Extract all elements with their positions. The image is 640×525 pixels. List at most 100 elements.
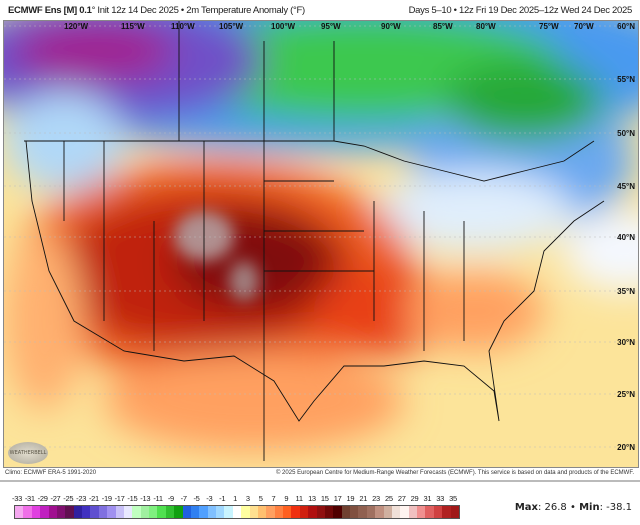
- colorbar-swatch: [249, 506, 258, 518]
- colorbar-tick-label: 31: [423, 494, 432, 503]
- colorbar-swatch: [216, 506, 225, 518]
- separator: •: [180, 5, 184, 16]
- colorbar-swatch: [149, 506, 158, 518]
- colorbar-swatch: [82, 506, 91, 518]
- map-title: ECMWF Ens [M] 0.1° Init 12z 14 Dec 2025 …: [8, 5, 305, 16]
- colorbar-swatch: [140, 506, 149, 518]
- climo-note: Climo: ECMWF ERA-5 1991-2020: [5, 470, 97, 476]
- colorbar-swatch: [266, 506, 275, 518]
- colorbar-swatch: [324, 506, 334, 518]
- longitude-label: 120°W: [64, 22, 89, 31]
- longitude-label: 100°W: [271, 22, 296, 31]
- longitude-label: 95°W: [321, 22, 341, 31]
- colorbar-tick-label: 9: [284, 494, 289, 503]
- colorbar-swatch: [375, 506, 384, 518]
- weatherbell-logo: WEATHERBELL: [8, 442, 48, 464]
- colorbar-swatch: [274, 506, 283, 518]
- colorbar-swatch: [48, 506, 57, 518]
- latitude-label: 60°N: [617, 22, 635, 31]
- colorbar-swatch: [165, 506, 175, 518]
- longitude-label: 105°W: [219, 22, 244, 31]
- longitude-label: 115°W: [121, 22, 145, 31]
- colorbar-swatch: [40, 506, 49, 518]
- colorbar-tick-label: 33: [436, 494, 445, 503]
- model-name: ECMWF Ens [M] 0.1: [8, 5, 92, 16]
- product-name: 2m Temperature Anomaly (°F): [186, 5, 305, 16]
- colorbar: [14, 505, 460, 519]
- colorbar-tick-label: -29: [37, 494, 48, 503]
- colorbar-swatch: [366, 506, 376, 518]
- min-value: : -38.1: [599, 502, 632, 513]
- colorbar-tick-label: -27: [50, 494, 61, 503]
- colorbar-swatch: [350, 506, 359, 518]
- colorbar-tick-label: 13: [308, 494, 316, 503]
- colorbar-swatch: [174, 506, 183, 518]
- colorbar-swatch: [115, 506, 124, 518]
- divider: [0, 480, 640, 482]
- colorbar-swatch: [283, 506, 292, 518]
- colorbar-tick-label: 19: [346, 494, 355, 503]
- colorbar-tick-label: 21: [359, 494, 368, 503]
- colorbar-swatch: [316, 506, 325, 518]
- colorbar-tick-label: -25: [63, 494, 74, 503]
- colorbar-tick-label: 35: [449, 494, 457, 503]
- colorbar-tick-label: -13: [140, 494, 151, 503]
- longitude-label: 70°W: [574, 22, 594, 31]
- latitude-label: 45°N: [617, 182, 635, 191]
- colorbar-swatch: [123, 506, 133, 518]
- colorbar-swatch: [23, 506, 32, 518]
- latitude-label: 50°N: [617, 129, 635, 138]
- copyright-note: © 2025 European Centre for Medium-Range …: [275, 470, 634, 476]
- colorbar-swatch: [408, 506, 417, 518]
- colorbar-swatch: [358, 506, 367, 518]
- colorbar-tick-label: -15: [127, 494, 138, 503]
- colorbar-tick-label: 27: [397, 494, 406, 503]
- colorbar-swatch: [433, 506, 443, 518]
- longitude-label: 90°W: [381, 22, 401, 31]
- colorbar-tick-label: -11: [153, 494, 163, 503]
- max-value: : 26.8: [537, 502, 567, 513]
- colorbar-swatch: [199, 506, 208, 518]
- colorbar-swatch: [341, 506, 350, 518]
- max-min-readout: Max: 26.8 • Min: -38.1: [514, 502, 632, 513]
- colorbar-tick-label: -33: [12, 494, 22, 503]
- colorbar-swatch: [383, 506, 392, 518]
- valid-period: Days 5–10 • 12z Fri 19 Dec 2025–12z Wed …: [408, 5, 633, 16]
- colorbar-tick-label: 29: [410, 494, 419, 503]
- colorbar-swatch: [299, 506, 309, 518]
- latitude-label: 55°N: [617, 75, 635, 84]
- colorbar-swatch: [400, 506, 409, 518]
- colorbar-tick-label: 23: [372, 494, 380, 503]
- colorbar-swatch: [190, 506, 200, 518]
- colorbar-swatch: [31, 506, 41, 518]
- latitude-label: 20°N: [617, 443, 635, 452]
- colorbar-swatch: [15, 506, 24, 518]
- longitude-label: 110°W: [171, 22, 195, 31]
- colorbar-swatch: [157, 506, 166, 518]
- colorbar-swatch: [291, 506, 300, 518]
- colorbar-tick-label: 5: [258, 494, 263, 503]
- longitude-label: 80°W: [476, 22, 496, 31]
- colorbar-tick-label: 25: [385, 494, 393, 503]
- colorbar-swatch: [107, 506, 116, 518]
- colorbar-swatch: [391, 506, 401, 518]
- colorbar-swatch: [65, 506, 74, 518]
- colorbar-swatch: [90, 506, 99, 518]
- colorbar-swatch: [232, 506, 242, 518]
- longitude-label: 75°W: [539, 22, 559, 31]
- colorbar-swatch: [98, 506, 108, 518]
- colorbar-swatch: [241, 506, 250, 518]
- latitude-label: 30°N: [617, 338, 635, 347]
- colorbar-tick-label: -31: [24, 494, 35, 503]
- colorbar-tick-label: -17: [114, 494, 125, 503]
- colorbar-tick-label: -1: [219, 494, 226, 503]
- colorbar-swatch: [73, 506, 82, 518]
- colorbar-swatch: [417, 506, 426, 518]
- degree-mark: °: [91, 5, 96, 16]
- colorbar-tick-label: -21: [88, 494, 99, 503]
- colorbar-swatch: [257, 506, 267, 518]
- latitude-label: 40°N: [617, 233, 635, 242]
- colorbar-swatch: [308, 506, 317, 518]
- colorbar-tick-label: 7: [271, 494, 276, 503]
